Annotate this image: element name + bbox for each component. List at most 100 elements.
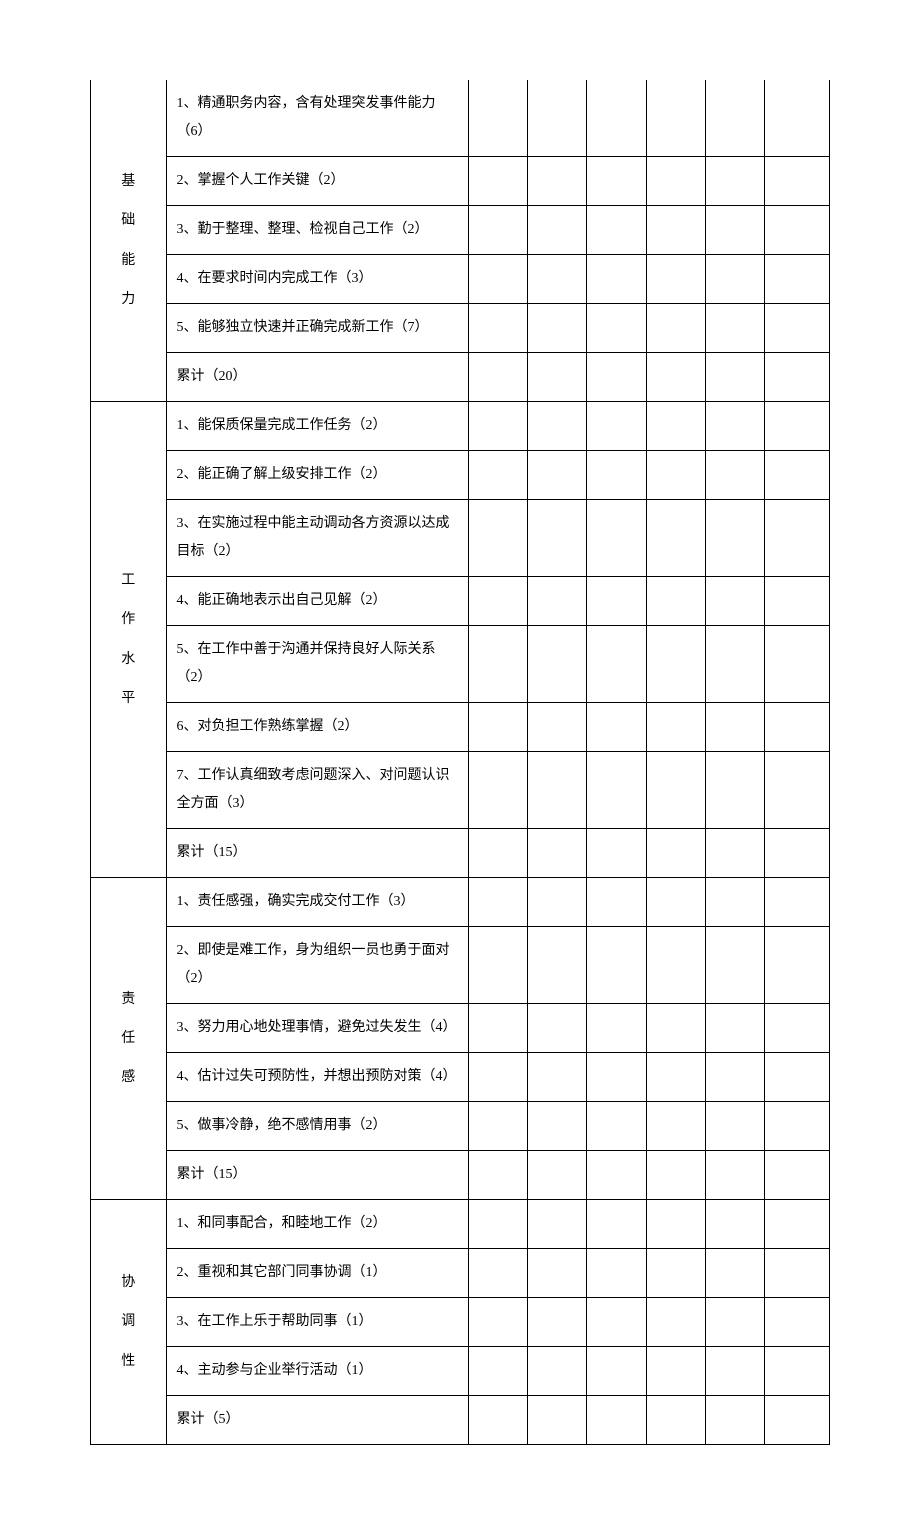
score-cell	[527, 500, 586, 577]
table-row: 4、估计过失可预防性，并想出预防对策（4）	[91, 1053, 830, 1102]
table-row: 责任感1、责任感强，确实完成交付工作（3）	[91, 878, 830, 927]
criteria-cell: 1、精通职务内容，含有处理突发事件能力（6）	[166, 80, 468, 157]
criteria-cell: 累计（15）	[166, 1151, 468, 1200]
score-cell	[587, 304, 646, 353]
score-cell	[705, 703, 764, 752]
category-char: 作	[95, 600, 162, 639]
score-cell	[765, 353, 830, 402]
category-char: 任	[95, 1019, 162, 1058]
score-cell	[587, 703, 646, 752]
table-row: 4、能正确地表示出自己见解（2）	[91, 577, 830, 626]
score-cell	[765, 626, 830, 703]
criteria-cell: 1、责任感强，确实完成交付工作（3）	[166, 878, 468, 927]
score-cell	[705, 1298, 764, 1347]
table-row: 2、能正确了解上级安排工作（2）	[91, 451, 830, 500]
score-cell	[765, 157, 830, 206]
score-cell	[705, 451, 764, 500]
criteria-cell: 2、即使是难工作，身为组织一员也勇于面对（2）	[166, 927, 468, 1004]
score-cell	[646, 703, 705, 752]
score-cell	[468, 353, 527, 402]
table-row: 2、即使是难工作，身为组织一员也勇于面对（2）	[91, 927, 830, 1004]
category-char: 调	[95, 1302, 162, 1341]
category-char: 能	[95, 241, 162, 280]
score-cell	[705, 577, 764, 626]
score-cell	[705, 829, 764, 878]
score-cell	[468, 1396, 527, 1445]
criteria-cell: 累计（20）	[166, 353, 468, 402]
table-row: 6、对负担工作熟练掌握（2）	[91, 703, 830, 752]
score-cell	[468, 255, 527, 304]
table-row: 累计（5）	[91, 1396, 830, 1445]
table-row: 工作水平1、能保质保量完成工作任务（2）	[91, 402, 830, 451]
score-cell	[765, 80, 830, 157]
score-cell	[646, 304, 705, 353]
score-cell	[587, 255, 646, 304]
table-body: 基础能力1、精通职务内容，含有处理突发事件能力（6）2、掌握个人工作关键（2）3…	[91, 80, 830, 1445]
score-cell	[705, 1396, 764, 1445]
table-row: 4、主动参与企业举行活动（1）	[91, 1347, 830, 1396]
score-cell	[646, 927, 705, 1004]
score-cell	[468, 1200, 527, 1249]
score-cell	[765, 500, 830, 577]
table-row: 基础能力1、精通职务内容，含有处理突发事件能力（6）	[91, 80, 830, 157]
score-cell	[587, 1396, 646, 1445]
category-char: 础	[95, 201, 162, 240]
table-row: 5、在工作中善于沟通并保持良好人际关系（2）	[91, 626, 830, 703]
score-cell	[705, 1200, 764, 1249]
score-cell	[705, 500, 764, 577]
score-cell	[646, 500, 705, 577]
score-cell	[646, 1200, 705, 1249]
criteria-cell: 3、勤于整理、整理、检视自己工作（2）	[166, 206, 468, 255]
score-cell	[646, 1249, 705, 1298]
score-cell	[468, 577, 527, 626]
score-cell	[468, 927, 527, 1004]
criteria-cell: 3、在实施过程中能主动调动各方资源以达成目标（2）	[166, 500, 468, 577]
category-cell: 基础能力	[91, 80, 167, 402]
score-cell	[527, 206, 586, 255]
score-cell	[705, 626, 764, 703]
criteria-cell: 4、能正确地表示出自己见解（2）	[166, 577, 468, 626]
score-cell	[646, 451, 705, 500]
score-cell	[468, 1151, 527, 1200]
category-cell: 工作水平	[91, 402, 167, 878]
score-cell	[587, 1102, 646, 1151]
category-char: 性	[95, 1342, 162, 1381]
criteria-cell: 5、能够独立快速并正确完成新工作（7）	[166, 304, 468, 353]
score-cell	[527, 1004, 586, 1053]
score-cell	[765, 703, 830, 752]
category-cell: 协调性	[91, 1200, 167, 1445]
score-cell	[646, 829, 705, 878]
score-cell	[527, 255, 586, 304]
score-cell	[468, 1298, 527, 1347]
criteria-cell: 2、重视和其它部门同事协调（1）	[166, 1249, 468, 1298]
score-cell	[468, 451, 527, 500]
score-cell	[527, 829, 586, 878]
score-cell	[527, 752, 586, 829]
score-cell	[765, 1249, 830, 1298]
score-cell	[527, 157, 586, 206]
criteria-cell: 4、主动参与企业举行活动（1）	[166, 1347, 468, 1396]
score-cell	[705, 878, 764, 927]
category-char: 平	[95, 679, 162, 718]
score-cell	[646, 353, 705, 402]
table-row: 7、工作认真细致考虑问题深入、对问题认识全方面（3）	[91, 752, 830, 829]
score-cell	[765, 1151, 830, 1200]
score-cell	[705, 353, 764, 402]
score-cell	[646, 1396, 705, 1445]
score-cell	[468, 206, 527, 255]
score-cell	[527, 703, 586, 752]
table-row: 2、重视和其它部门同事协调（1）	[91, 1249, 830, 1298]
category-char: 力	[95, 280, 162, 319]
criteria-cell: 7、工作认真细致考虑问题深入、对问题认识全方面（3）	[166, 752, 468, 829]
evaluation-table: 基础能力1、精通职务内容，含有处理突发事件能力（6）2、掌握个人工作关键（2）3…	[90, 80, 830, 1445]
score-cell	[705, 206, 764, 255]
score-cell	[705, 255, 764, 304]
table-row: 协调性1、和同事配合，和睦地工作（2）	[91, 1200, 830, 1249]
score-cell	[468, 402, 527, 451]
score-cell	[527, 577, 586, 626]
score-cell	[468, 878, 527, 927]
table-row: 4、在要求时间内完成工作（3）	[91, 255, 830, 304]
score-cell	[646, 80, 705, 157]
score-cell	[587, 878, 646, 927]
score-cell	[705, 927, 764, 1004]
